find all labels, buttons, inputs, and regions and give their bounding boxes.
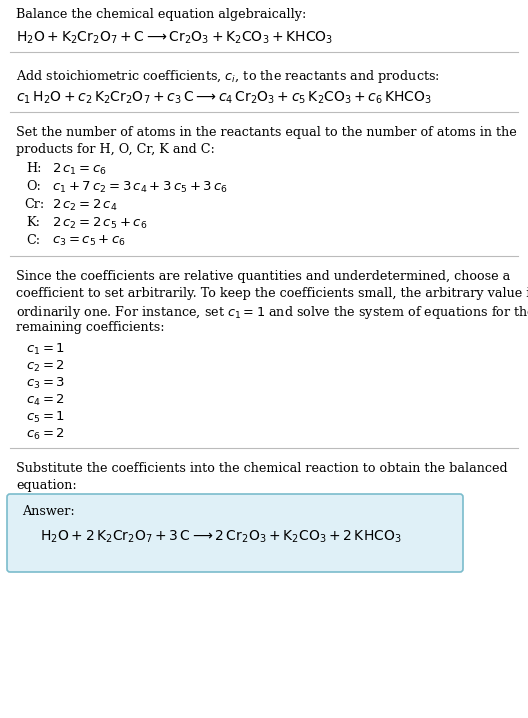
Text: $c_6 = 2$: $c_6 = 2$ — [26, 427, 65, 442]
Text: $c_2 = 2$: $c_2 = 2$ — [26, 359, 65, 374]
Text: $c_3 = c_5 + c_6$: $c_3 = c_5 + c_6$ — [52, 234, 126, 248]
Text: $c_1 + 7\,c_2 = 3\,c_4 + 3\,c_5 + 3\,c_6$: $c_1 + 7\,c_2 = 3\,c_4 + 3\,c_5 + 3\,c_6… — [52, 180, 228, 195]
Text: C:: C: — [26, 234, 40, 247]
FancyBboxPatch shape — [7, 494, 463, 572]
Text: $c_1 = 1$: $c_1 = 1$ — [26, 342, 65, 357]
Text: products for H, O, Cr, K and C:: products for H, O, Cr, K and C: — [16, 143, 215, 156]
Text: remaining coefficients:: remaining coefficients: — [16, 321, 165, 334]
Text: equation:: equation: — [16, 479, 77, 492]
Text: Answer:: Answer: — [22, 505, 75, 518]
Text: O:: O: — [26, 180, 41, 193]
Text: ordinarily one. For instance, set $c_1 = 1$ and solve the system of equations fo: ordinarily one. For instance, set $c_1 =… — [16, 304, 528, 321]
Text: Balance the chemical equation algebraically:: Balance the chemical equation algebraica… — [16, 8, 306, 21]
Text: Since the coefficients are relative quantities and underdetermined, choose a: Since the coefficients are relative quan… — [16, 270, 510, 283]
Text: $2\,c_2 = 2\,c_4$: $2\,c_2 = 2\,c_4$ — [52, 198, 118, 213]
Text: H:: H: — [26, 162, 42, 175]
Text: $\mathrm{H_2O + 2\,K_2Cr_2O_7 + 3\,C \longrightarrow 2\,Cr_2O_3 + K_2CO_3 + 2\,K: $\mathrm{H_2O + 2\,K_2Cr_2O_7 + 3\,C \lo… — [40, 529, 402, 546]
Text: $2\,c_2 = 2\,c_5 + c_6$: $2\,c_2 = 2\,c_5 + c_6$ — [52, 216, 147, 231]
Text: K:: K: — [26, 216, 40, 229]
Text: $c_5 = 1$: $c_5 = 1$ — [26, 410, 65, 425]
Text: Set the number of atoms in the reactants equal to the number of atoms in the: Set the number of atoms in the reactants… — [16, 126, 517, 139]
Text: Cr:: Cr: — [24, 198, 44, 211]
Text: $c_3 = 3$: $c_3 = 3$ — [26, 376, 65, 391]
Text: $c_1\,\mathrm{H_2O} + c_2\,\mathrm{K_2Cr_2O_7} + c_3\,\mathrm{C} \longrightarrow: $c_1\,\mathrm{H_2O} + c_2\,\mathrm{K_2Cr… — [16, 90, 432, 106]
Text: Substitute the coefficients into the chemical reaction to obtain the balanced: Substitute the coefficients into the che… — [16, 462, 507, 475]
Text: $\mathrm{H_2O + K_2Cr_2O_7 + C \longrightarrow Cr_2O_3 + K_2CO_3 + KHCO_3}$: $\mathrm{H_2O + K_2Cr_2O_7 + C \longrigh… — [16, 30, 333, 47]
Text: Add stoichiometric coefficients, $c_i$, to the reactants and products:: Add stoichiometric coefficients, $c_i$, … — [16, 68, 440, 85]
Text: $c_4 = 2$: $c_4 = 2$ — [26, 393, 65, 408]
Text: $2\,c_1 = c_6$: $2\,c_1 = c_6$ — [52, 162, 107, 177]
Text: coefficient to set arbitrarily. To keep the coefficients small, the arbitrary va: coefficient to set arbitrarily. To keep … — [16, 287, 528, 300]
